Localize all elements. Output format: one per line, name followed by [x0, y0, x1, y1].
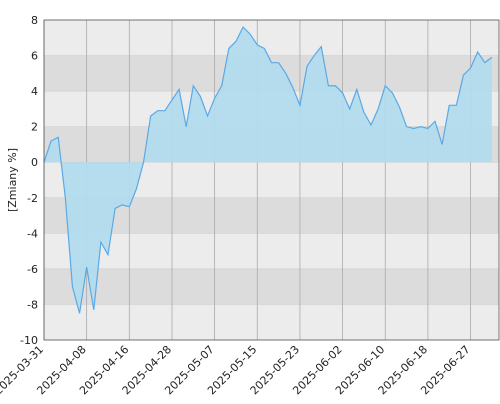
grid-band [44, 233, 499, 269]
grid-band [44, 20, 499, 56]
area [44, 27, 492, 314]
y-tick-label: -6 [27, 263, 38, 276]
grid-band [44, 304, 499, 340]
y-tick-label: 6 [31, 50, 38, 63]
y-tick-label: 0 [31, 156, 38, 169]
y-tick-label: 2 [31, 121, 38, 134]
y-tick-label: -2 [27, 192, 38, 205]
y-axis-label: [Zmiany %] [6, 148, 19, 212]
y-tick-label: -8 [27, 298, 38, 311]
grid-band [44, 268, 499, 305]
plot-border [43, 19, 500, 341]
y-tick-label: -4 [27, 227, 38, 240]
y-tick-label: 8 [31, 14, 38, 27]
y-tick-label: -10 [20, 334, 38, 347]
y-tick-label: 4 [31, 85, 38, 98]
line [43, 26, 493, 314]
